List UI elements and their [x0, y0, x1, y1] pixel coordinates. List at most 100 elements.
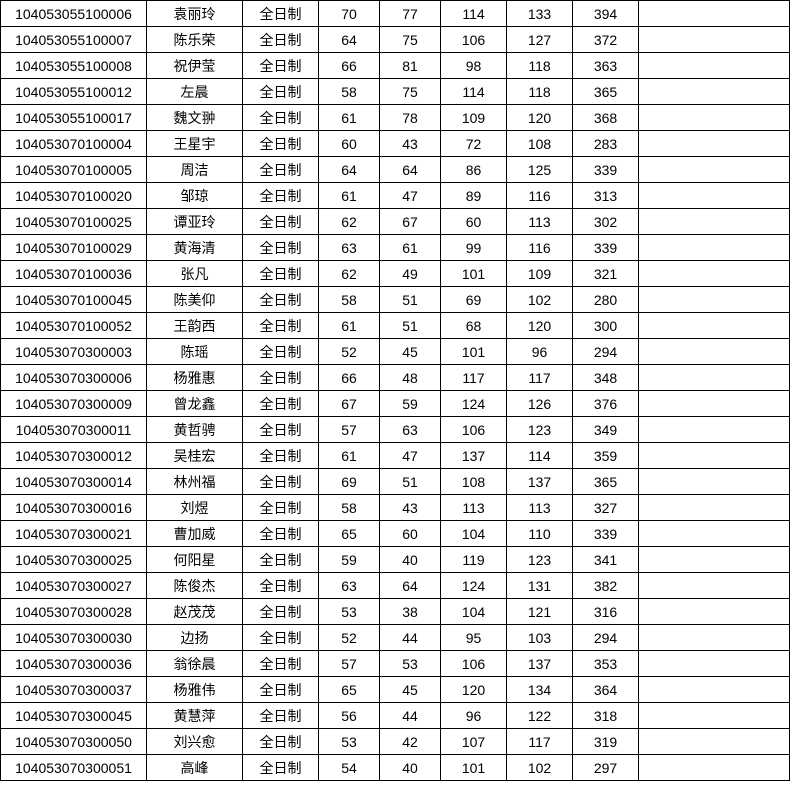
cell-s4: 122	[507, 703, 573, 729]
cell-blank	[639, 625, 790, 651]
cell-s2: 44	[380, 703, 441, 729]
cell-s2: 64	[380, 573, 441, 599]
cell-s2: 40	[380, 755, 441, 781]
cell-s2: 81	[380, 53, 441, 79]
cell-s1: 58	[319, 79, 380, 105]
cell-s4: 120	[507, 105, 573, 131]
cell-blank	[639, 313, 790, 339]
cell-id: 104053070300011	[1, 417, 147, 443]
score-table: 104053055100006袁丽玲全日制7077114133394104053…	[0, 0, 790, 781]
cell-id: 104053070300025	[1, 547, 147, 573]
cell-blank	[639, 495, 790, 521]
table-row: 104053070300014林州福全日制6951108137365	[1, 469, 790, 495]
cell-s3: 114	[441, 1, 507, 27]
cell-id: 104053070100052	[1, 313, 147, 339]
table-row: 104053070300030边扬全日制524495103294	[1, 625, 790, 651]
cell-s4: 117	[507, 365, 573, 391]
cell-blank	[639, 1, 790, 27]
cell-s2: 78	[380, 105, 441, 131]
table-row: 104053070300036翁徐晨全日制5753106137353	[1, 651, 790, 677]
cell-blank	[639, 105, 790, 131]
cell-id: 104053070300009	[1, 391, 147, 417]
cell-id: 104053070300045	[1, 703, 147, 729]
cell-name: 杨雅伟	[147, 677, 243, 703]
cell-tot: 313	[573, 183, 639, 209]
cell-type: 全日制	[243, 625, 319, 651]
cell-name: 黄哲骋	[147, 417, 243, 443]
cell-tot: 339	[573, 235, 639, 261]
cell-s4: 117	[507, 729, 573, 755]
cell-s2: 45	[380, 677, 441, 703]
cell-tot: 376	[573, 391, 639, 417]
cell-type: 全日制	[243, 235, 319, 261]
cell-blank	[639, 417, 790, 443]
cell-type: 全日制	[243, 365, 319, 391]
cell-s4: 113	[507, 209, 573, 235]
cell-id: 104053070300051	[1, 755, 147, 781]
cell-s2: 64	[380, 157, 441, 183]
cell-name: 王星宇	[147, 131, 243, 157]
cell-id: 104053055100007	[1, 27, 147, 53]
cell-blank	[639, 677, 790, 703]
cell-blank	[639, 365, 790, 391]
cell-tot: 353	[573, 651, 639, 677]
cell-tot: 302	[573, 209, 639, 235]
cell-s4: 137	[507, 469, 573, 495]
cell-type: 全日制	[243, 703, 319, 729]
cell-s1: 56	[319, 703, 380, 729]
cell-name: 高峰	[147, 755, 243, 781]
cell-tot: 348	[573, 365, 639, 391]
cell-blank	[639, 703, 790, 729]
cell-s2: 61	[380, 235, 441, 261]
cell-blank	[639, 79, 790, 105]
cell-s1: 62	[319, 209, 380, 235]
cell-tot: 294	[573, 625, 639, 651]
cell-id: 104053070100005	[1, 157, 147, 183]
cell-s4: 137	[507, 651, 573, 677]
cell-blank	[639, 27, 790, 53]
cell-s3: 95	[441, 625, 507, 651]
cell-s3: 99	[441, 235, 507, 261]
cell-type: 全日制	[243, 547, 319, 573]
cell-blank	[639, 573, 790, 599]
cell-s3: 86	[441, 157, 507, 183]
cell-type: 全日制	[243, 157, 319, 183]
cell-s4: 108	[507, 131, 573, 157]
cell-type: 全日制	[243, 443, 319, 469]
table-body: 104053055100006袁丽玲全日制7077114133394104053…	[1, 1, 790, 781]
cell-name: 赵茂茂	[147, 599, 243, 625]
cell-tot: 294	[573, 339, 639, 365]
cell-type: 全日制	[243, 313, 319, 339]
table-row: 104053070300003陈瑶全日制524510196294	[1, 339, 790, 365]
cell-s3: 89	[441, 183, 507, 209]
cell-s4: 131	[507, 573, 573, 599]
cell-s3: 137	[441, 443, 507, 469]
cell-type: 全日制	[243, 209, 319, 235]
cell-tot: 321	[573, 261, 639, 287]
cell-tot: 394	[573, 1, 639, 27]
cell-s3: 101	[441, 261, 507, 287]
cell-tot: 365	[573, 469, 639, 495]
cell-id: 104053055100017	[1, 105, 147, 131]
cell-s1: 52	[319, 339, 380, 365]
cell-id: 104053055100006	[1, 1, 147, 27]
cell-s3: 124	[441, 391, 507, 417]
table-row: 104053070300006杨雅惠全日制6648117117348	[1, 365, 790, 391]
cell-id: 104053070300050	[1, 729, 147, 755]
cell-blank	[639, 599, 790, 625]
cell-type: 全日制	[243, 183, 319, 209]
cell-name: 刘兴愈	[147, 729, 243, 755]
cell-tot: 318	[573, 703, 639, 729]
cell-name: 何阳星	[147, 547, 243, 573]
cell-s4: 118	[507, 79, 573, 105]
cell-name: 陈瑶	[147, 339, 243, 365]
cell-blank	[639, 131, 790, 157]
cell-type: 全日制	[243, 573, 319, 599]
cell-s3: 68	[441, 313, 507, 339]
cell-name: 陈乐荣	[147, 27, 243, 53]
cell-id: 104053070300006	[1, 365, 147, 391]
cell-s3: 120	[441, 677, 507, 703]
table-row: 104053070300051高峰全日制5440101102297	[1, 755, 790, 781]
cell-type: 全日制	[243, 261, 319, 287]
table-row: 104053070100005周洁全日制646486125339	[1, 157, 790, 183]
